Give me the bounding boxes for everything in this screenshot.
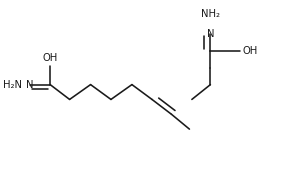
Text: H₂N: H₂N <box>3 80 22 90</box>
Text: OH: OH <box>42 53 58 63</box>
Text: NH₂: NH₂ <box>201 9 220 19</box>
Text: N: N <box>26 80 34 90</box>
Text: N: N <box>207 29 214 39</box>
Text: OH: OH <box>243 46 258 56</box>
